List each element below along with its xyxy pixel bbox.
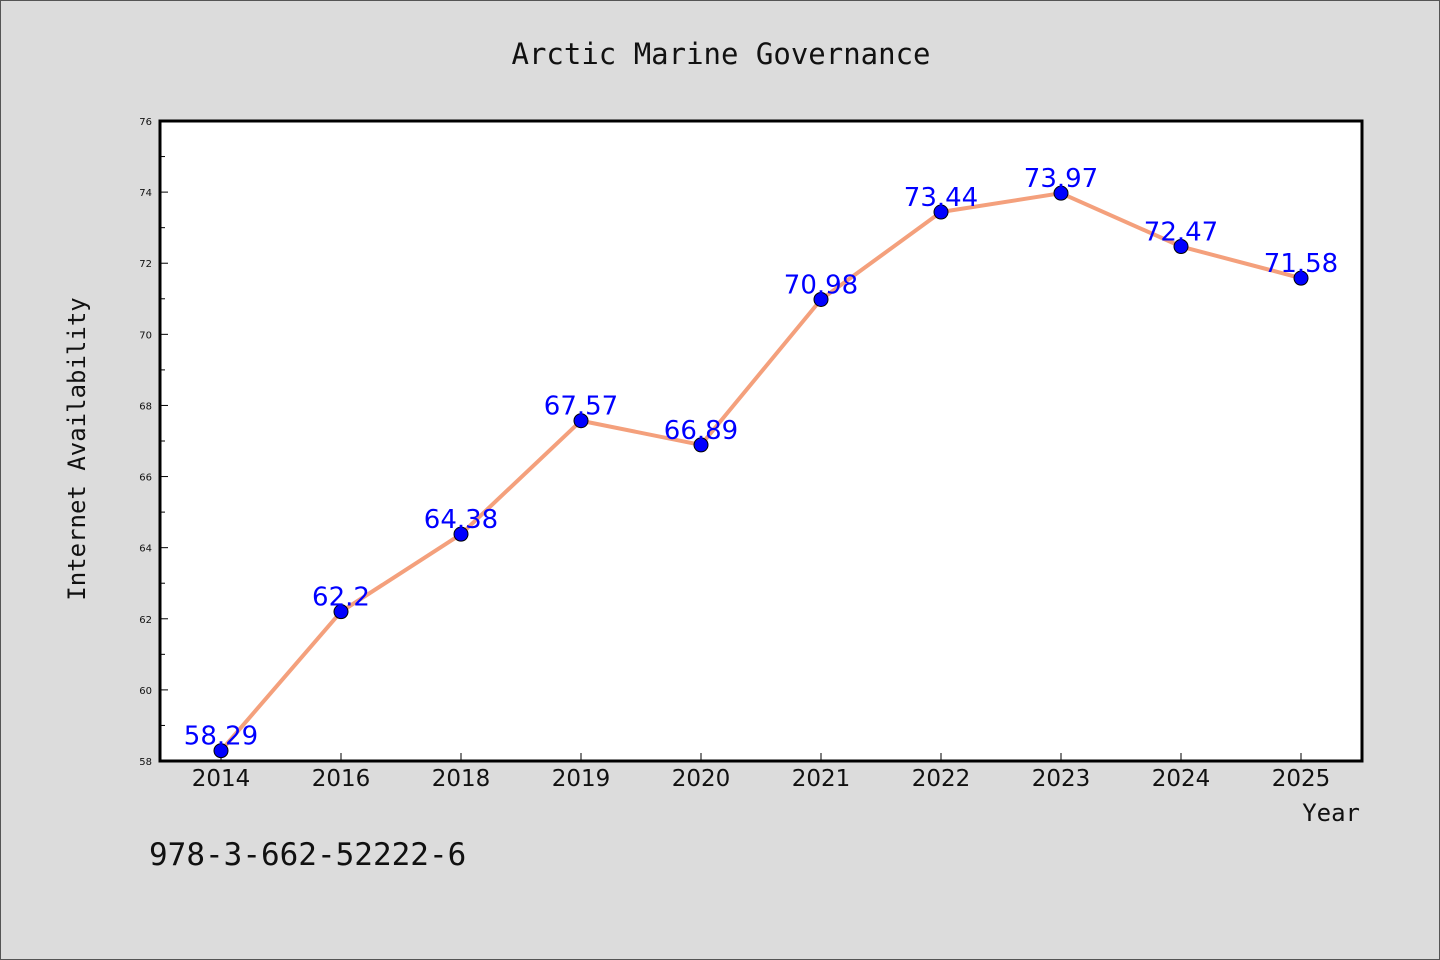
data-point [1053, 185, 1069, 201]
x-tick-label: 2014 [192, 766, 251, 792]
data-label: 67.57 [544, 392, 618, 422]
x-tick-label: 2018 [432, 766, 491, 792]
x-tick-label: 2021 [792, 766, 851, 792]
y-tick-label: 72 [139, 259, 152, 270]
data-point [213, 743, 229, 759]
y-tick-label: 66 [139, 473, 152, 484]
y-tick-label: 60 [139, 686, 152, 697]
data-label: 71.58 [1264, 249, 1338, 279]
y-tick-label: 62 [139, 615, 152, 626]
data-label: 62.2 [312, 583, 370, 613]
data-label: 66.89 [664, 416, 738, 446]
data-label: 73.97 [1024, 164, 1098, 194]
data-point [1293, 270, 1309, 286]
series-layer [213, 185, 1309, 759]
data-point [573, 413, 589, 429]
x-tick-label: 2016 [312, 766, 371, 792]
y-tick-label: 74 [139, 188, 152, 199]
x-tick-label: 2019 [552, 766, 611, 792]
x-tick-label: 2025 [1272, 766, 1331, 792]
data-point [333, 604, 349, 620]
x-tick-label: 2024 [1152, 766, 1211, 792]
data-point [813, 291, 829, 307]
y-tick-label: 58 [139, 757, 152, 768]
data-label: 70.98 [784, 270, 858, 300]
chart-title: Arctic Marine Governance [511, 37, 930, 71]
data-point [1173, 239, 1189, 255]
x-axis: 2014 2016 2018 2019 2020 2021 2022 2023 2024 2025 [192, 753, 1331, 792]
x-tick-label: 2020 [672, 766, 731, 792]
data-point [933, 204, 949, 220]
y-tick-label: 64 [139, 544, 152, 555]
data-labels: 58.29 62.2 64.38 67.57 66.89 70.98 73.44 73.97 7… [184, 164, 1338, 752]
series-line [219, 191, 1303, 753]
data-label: 64.38 [424, 505, 498, 535]
data-label: 58.29 [184, 722, 258, 752]
y-axis: 58 60 62 64 66 68 70 72 74 76 [139, 117, 168, 768]
y-axis-title: Internet Availability [63, 297, 91, 600]
y-tick-label: 68 [139, 401, 152, 412]
data-label: 73.44 [904, 183, 978, 213]
footer-isbn: 978-3-662-52222-6 [149, 837, 466, 873]
data-label: 72.47 [1144, 218, 1218, 248]
y-tick-label: 70 [139, 330, 152, 341]
x-tick-label: 2022 [912, 766, 971, 792]
plot-area [158, 119, 1364, 763]
data-point [693, 437, 709, 453]
x-axis-title: Year [1302, 799, 1360, 827]
y-tick-label: 76 [139, 117, 152, 128]
x-tick-label: 2023 [1032, 766, 1091, 792]
data-point [453, 526, 469, 542]
